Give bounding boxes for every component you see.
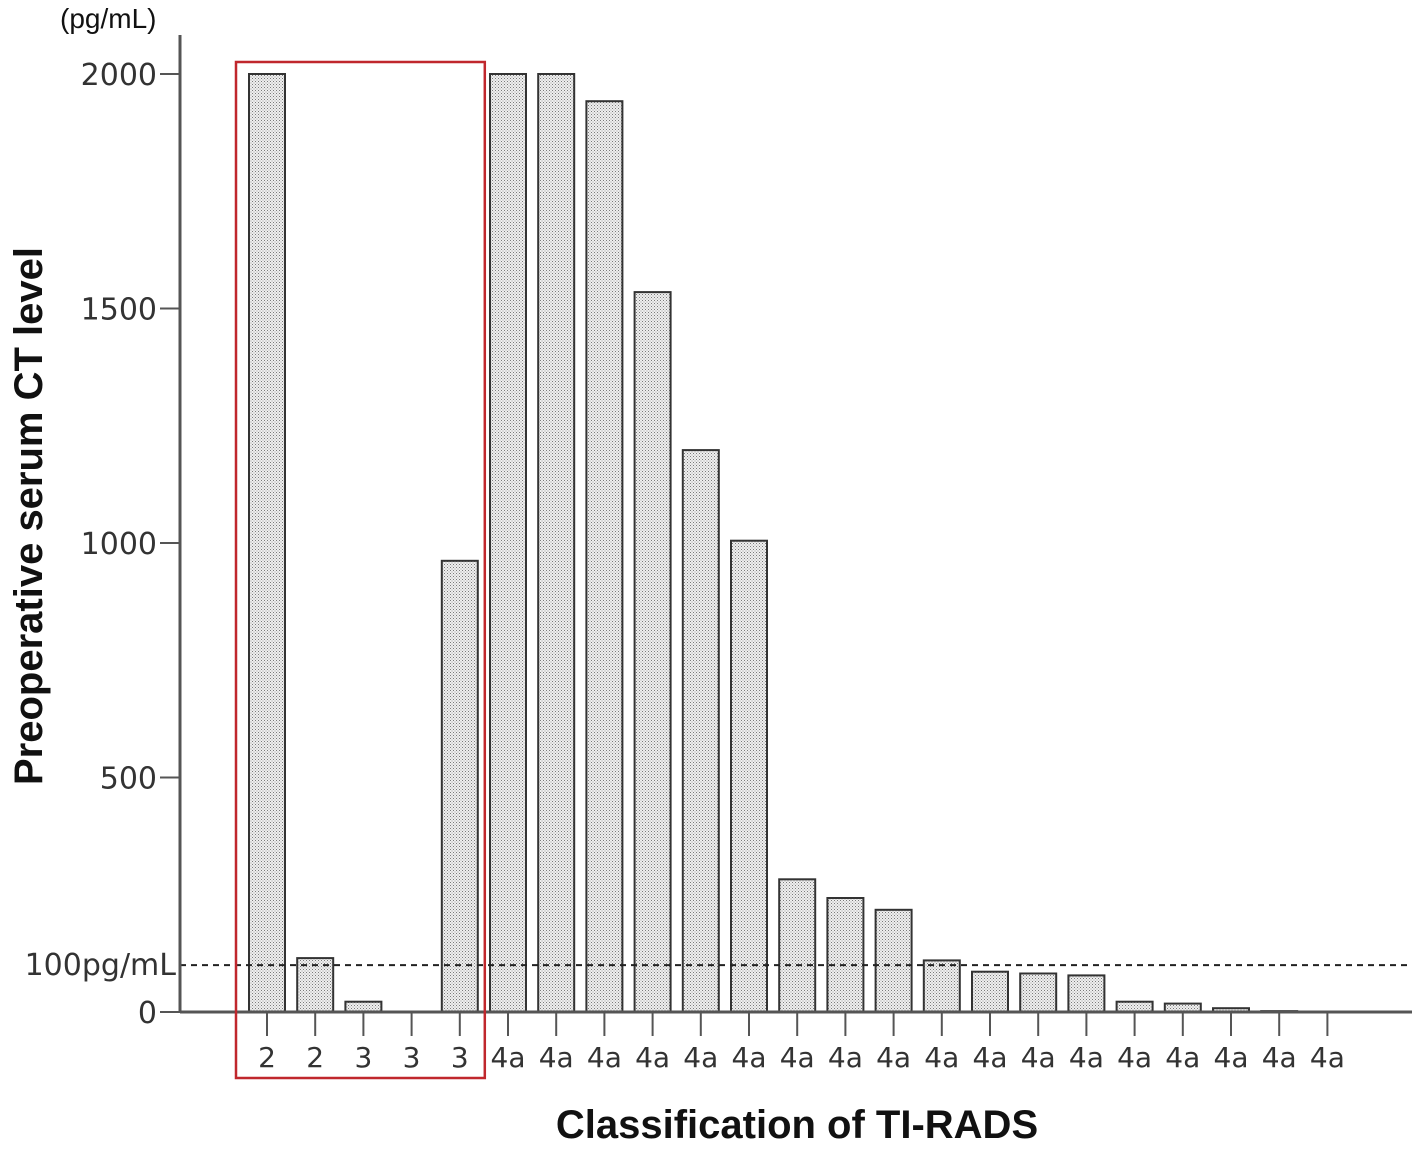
bar — [1019, 972, 1058, 1013]
highlight-group — [234, 60, 487, 1080]
x-ticks: 2 2 3 3 3 4a 4a 4a 4a 4a 4a 4a 4a 4a 4a 4a 4a 4a 4a 4a 4a 4a 4… — [258, 1012, 1345, 1074]
x-tick-label: 4a — [539, 1041, 574, 1074]
bar — [778, 878, 817, 1013]
x-tick-label: 4a — [683, 1041, 718, 1074]
y-ticks: 0 500 1000 1500 2000 — [81, 58, 180, 1031]
axes — [178, 35, 1412, 1014]
bar — [730, 539, 768, 1013]
bar — [971, 970, 1009, 1014]
bar — [633, 291, 672, 1014]
bar — [826, 897, 865, 1013]
x-tick-label: 4a — [491, 1041, 526, 1074]
y-tick-label: 2000 — [81, 58, 157, 93]
x-tick-label: 4a — [732, 1041, 767, 1074]
bar — [681, 449, 720, 1014]
x-tick-label: 2 — [306, 1041, 324, 1074]
x-tick-label: 4a — [587, 1041, 622, 1074]
bar — [922, 959, 961, 1014]
x-tick-label: 4a — [1262, 1041, 1297, 1074]
bar — [537, 73, 576, 1013]
x-tick-label: 4a — [1165, 1041, 1200, 1074]
x-tick-label: 4a — [828, 1041, 863, 1074]
x-tick-label: 4a — [780, 1041, 815, 1074]
x-tick-label: 4a — [1021, 1041, 1056, 1074]
bar — [489, 73, 527, 1013]
y-tick-label: 0 — [138, 996, 157, 1031]
x-tick-label: 4a — [973, 1041, 1008, 1074]
reference-line-group: 100pg/mL — [25, 948, 1412, 983]
x-tick-label: 4a — [635, 1041, 670, 1074]
x-tick-label: 4a — [1310, 1041, 1345, 1074]
x-tick-label: 3 — [451, 1041, 469, 1074]
bar — [874, 908, 913, 1013]
bar — [296, 957, 335, 1013]
x-tick-label: 2 — [258, 1041, 276, 1074]
y-tick-label: 500 — [100, 762, 157, 797]
x-tick-label: 4a — [1214, 1041, 1249, 1074]
bar — [585, 100, 624, 1013]
x-tick-label: 4a — [876, 1041, 911, 1074]
bar — [440, 559, 479, 1013]
y-unit-label: (pg/mL) — [60, 3, 156, 34]
y-tick-label: 1000 — [81, 527, 157, 562]
bar — [1067, 974, 1106, 1014]
bar — [248, 73, 286, 1013]
reference-line-label: 100pg/mL — [25, 948, 177, 983]
x-tick-label: 4a — [1117, 1041, 1152, 1074]
bar — [344, 1000, 383, 1014]
y-axis-title: Preoperative serum CT level — [7, 247, 51, 785]
x-tick-label: 4a — [924, 1041, 959, 1074]
bars — [248, 73, 1347, 1014]
bar — [1115, 1000, 1154, 1014]
x-tick-label: 3 — [403, 1041, 421, 1074]
highlight-box — [234, 60, 487, 1080]
x-tick-label: 4a — [1069, 1041, 1104, 1074]
y-tick-label: 1500 — [81, 293, 157, 328]
x-axis-title: Classification of TI-RADS — [556, 1103, 1038, 1147]
x-tick-label: 3 — [354, 1041, 372, 1074]
